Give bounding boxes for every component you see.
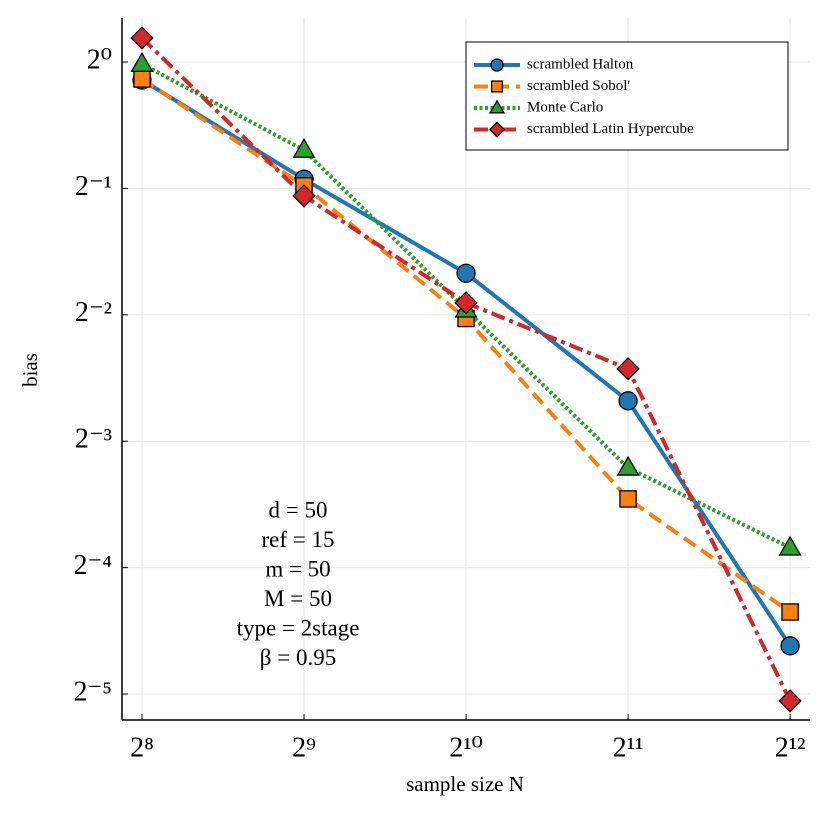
- x-tick-label: 2⁸: [130, 732, 154, 763]
- marker: [130, 51, 154, 72]
- marker: [778, 689, 802, 713]
- marker: [292, 184, 316, 208]
- annotation: d = 50: [269, 497, 328, 522]
- annotation: ref = 15: [262, 527, 335, 552]
- legend-label: scrambled Halton: [527, 56, 634, 72]
- marker: [616, 357, 640, 381]
- marker: [780, 636, 800, 656]
- y-tick-label: 2⁻¹: [75, 171, 112, 202]
- marker: [454, 291, 478, 315]
- marker: [490, 58, 504, 72]
- marker: [292, 137, 316, 158]
- annotation: β = 0.95: [260, 645, 336, 670]
- marker: [488, 121, 506, 138]
- y-tick-label: 2⁰: [87, 44, 112, 75]
- marker: [781, 603, 799, 621]
- y-tick-label: 2⁻⁵: [73, 676, 112, 707]
- marker: [618, 391, 638, 411]
- x-tick-label: 2¹⁰: [449, 732, 483, 763]
- legend-label: scrambled Sobol': [527, 78, 630, 94]
- y-tick-label: 2⁻⁴: [73, 550, 112, 581]
- x-tick-label: 2¹²: [775, 732, 806, 763]
- marker: [133, 70, 151, 88]
- legend-label: Monte Carlo: [527, 99, 603, 115]
- marker: [488, 99, 506, 114]
- series-line: [141, 62, 791, 550]
- legend-label: scrambled Latin Hypercube: [527, 121, 694, 137]
- x-tick-label: 2¹¹: [613, 732, 644, 763]
- y-tick-label: 2⁻³: [75, 424, 112, 455]
- marker: [778, 535, 802, 556]
- marker: [456, 263, 476, 283]
- marker: [619, 490, 637, 508]
- y-tick-label: 2⁻²: [75, 297, 112, 328]
- marker: [130, 26, 154, 50]
- legend-box: [465, 41, 789, 151]
- marker: [616, 455, 640, 476]
- annotation: type = 2stage: [237, 615, 360, 640]
- annotation: m = 50: [265, 556, 330, 581]
- x-axis-label: sample size N: [406, 772, 524, 796]
- x-tick-label: 2⁹: [292, 732, 316, 763]
- marker: [490, 80, 504, 93]
- annotation: M = 50: [264, 586, 332, 611]
- y-axis-label: bias: [18, 353, 42, 387]
